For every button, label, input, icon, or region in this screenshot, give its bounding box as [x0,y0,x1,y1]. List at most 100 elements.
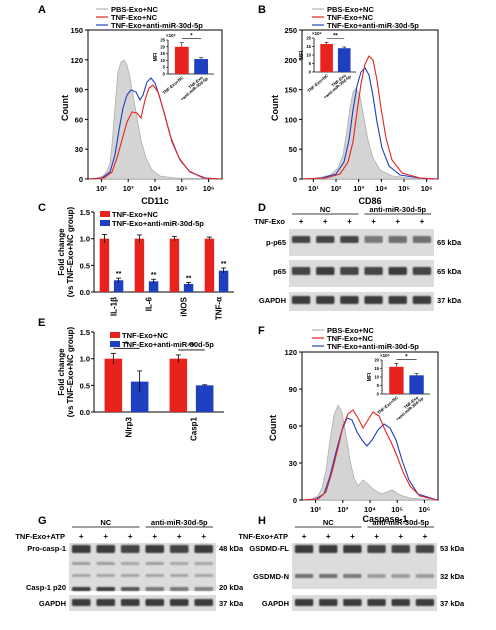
x-tick-label: 10³ [337,505,348,514]
blot-band [71,587,91,591]
blot-band [291,236,311,243]
y-tick-label: 200 [284,56,297,65]
bar-anti [218,270,229,292]
panel-letter-f: F [258,325,265,337]
inset-y-tick-label: 15 [160,51,165,56]
y-axis-title-a: Count [60,95,70,121]
y-tick-label: 90 [289,385,297,394]
blot-strip-background [69,543,216,591]
blot-band [343,599,362,606]
inset-y-tick-label: 20 [306,36,311,41]
group-label: NC [323,518,334,527]
x-tick-label: 10⁶ [421,184,433,193]
significance-mark: ** [188,341,195,350]
flow-legend-b: PBS-Exo+NC TNF-Exo+NC TNF-Exo+anti-miR-3… [312,5,419,30]
blot-band [319,574,338,578]
bar-nc [169,358,188,412]
significance-mark: * [125,340,129,349]
blot-band [71,545,91,553]
blot-band [391,599,410,606]
blot-band [169,562,189,565]
blot-band [96,562,116,565]
bar-anti [148,281,159,292]
x-tick-label: 10⁵ [176,184,188,193]
blot-band [343,545,362,553]
legend-label: TNF-Exo+NC [112,210,159,219]
histogram-nc-f [302,409,438,501]
legend-label-tnf-nc: TNF-Exo+NC [327,13,374,22]
legend-label-tnf-nc: TNF-Exo+NC [111,13,158,22]
blot-strip-background [292,595,437,611]
y-axis-title-f: Count [268,415,278,441]
treatment-sign: + [423,532,428,541]
x-tick-label: 10⁶ [419,505,431,514]
blot-band [294,599,314,606]
treatment-sign: + [152,532,157,541]
legend-label-tnf-anti: TNF-Exo+anti-miR-30d-5p [327,21,419,30]
legend-swatch [100,211,110,217]
treatment-sign: + [103,532,108,541]
blot-band [120,562,140,565]
y-tick-label: 150 [70,26,83,35]
blot-strip [289,229,434,256]
treatment-sign: + [299,217,304,226]
inset-y-tick-label: 5 [163,65,166,70]
histogram-anti-a [88,77,222,180]
y-axis-title: Fold change [57,228,66,276]
blot-band [316,267,335,275]
blot-band [169,587,189,591]
significance-mark: ** [186,275,192,282]
histogram-anti-b [302,67,438,180]
blot-band [145,599,165,606]
histogram-anti-f [302,417,438,501]
blot-kda-label: 65 kDa [437,238,462,247]
blot-band [367,545,386,553]
significance-mark: ** [221,261,227,268]
blot-strip [292,543,437,589]
treatment-label: TNF-Exo [254,217,285,226]
flow-legend-f: PBS-Exo+NC TNF-Exo+NC TNF-Exo+anti-miR-3… [312,326,419,351]
blot-row-label: p65 [273,267,286,276]
inset-y-title: MFI [299,50,305,59]
blot-band [415,545,435,553]
blot-band [120,545,140,553]
blot-band [319,545,338,553]
treatment-sign: + [347,217,352,226]
blot-band [412,236,432,243]
blot-band [96,587,116,591]
y-tick-label: 1.0 [80,235,90,244]
panel-c: C 0.0 0.5 1.0 1.5 Fold change (vs TNF-Exo+NC … [38,202,234,320]
bar-anti [130,381,149,412]
inset-y-tick-label: 20 [374,358,379,363]
blot-band [145,574,165,577]
blot-band [294,574,314,578]
blot-kda-label: 53 kDa [440,544,465,553]
y-tick-label: 0.0 [80,288,90,297]
panel-a: A PBS-Exo+NC TNF-Exo+NC TNF-Exo+anti-miR… [38,4,223,206]
y-tick-label: 0.5 [80,381,90,390]
blot-band [194,574,214,577]
blot-row-label: GAPDH [262,599,289,608]
treatment-sign: + [374,532,379,541]
x-tick-label: 10⁶ [203,184,215,193]
blot-row-label: Pro-casp-1 [27,544,66,553]
histogram-pbs-a [88,59,222,180]
panel-b: B PBS-Exo+NC TNF-Exo+NC TNF-Exo+anti-miR… [258,4,439,206]
blot-strip-background [289,292,434,311]
category-label: IL-6 [144,296,153,311]
treatment-sign: + [371,217,376,226]
blot-band [120,574,140,577]
inset-y-tick-label: 5 [377,383,380,388]
blot-kda-label: 37 kDa [437,296,462,305]
inset-y-title: MFI [153,52,159,61]
group-label: anti-miR-30d-5p [369,205,426,214]
blot-band [194,562,214,565]
inset-y-tick-label: 10 [160,58,165,63]
blot-band [169,545,189,553]
inset-y-tick-label: 20 [160,44,165,49]
y-tick-label: 1.5 [80,328,90,337]
legend-label: TNF-Exo+anti-miR-30d-5p [112,219,204,228]
blot-band [319,599,338,606]
panel-d: D NC anti-miR-30d-5p TNF-Exo + + + + + + p-p65 65 k… [254,202,462,311]
